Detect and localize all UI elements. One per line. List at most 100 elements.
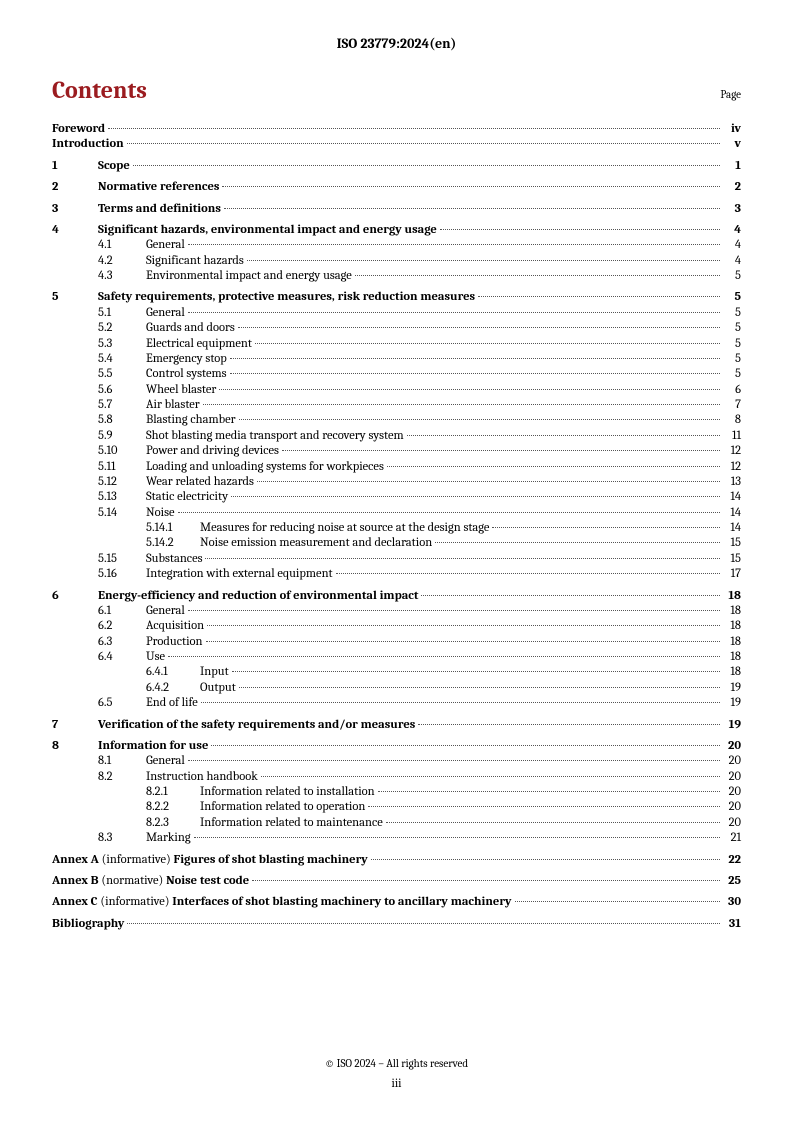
toc-title: Emergency stop bbox=[146, 352, 227, 366]
toc-page: 13 bbox=[723, 475, 741, 489]
toc-subsection-number: 6.2 bbox=[98, 619, 146, 633]
toc-entry: 5.15Substances15 bbox=[52, 552, 741, 566]
toc-page: 5 bbox=[723, 352, 741, 366]
toc-entry: 4.2Significant hazards4 bbox=[52, 254, 741, 268]
toc-title: Noise bbox=[146, 506, 175, 520]
toc-subsection-number: 5.11 bbox=[98, 460, 146, 474]
toc-section-number: 8 bbox=[52, 739, 98, 753]
toc-entry: 6.1General18 bbox=[52, 604, 741, 618]
toc-subsection-number: 8.2 bbox=[98, 770, 146, 784]
toc-title: Integration with external equipment bbox=[146, 567, 333, 581]
toc-title: Use bbox=[146, 650, 165, 664]
toc-title: Foreword bbox=[52, 122, 105, 136]
toc-page: 20 bbox=[723, 800, 741, 814]
toc-entry: 5Safety requirements, protective measure… bbox=[52, 290, 741, 304]
toc-page: 20 bbox=[723, 785, 741, 799]
toc-entry: 5.1General5 bbox=[52, 306, 741, 320]
toc-page: 18 bbox=[723, 619, 741, 633]
toc-title: Information related to operation bbox=[200, 800, 365, 814]
toc-title: Electrical equipment bbox=[146, 337, 252, 351]
toc-entry: 6.4Use18 bbox=[52, 650, 741, 664]
toc-title: Production bbox=[146, 635, 203, 649]
toc-page: 5 bbox=[723, 321, 741, 335]
toc-title: Control systems bbox=[146, 367, 227, 381]
toc-title: Significant hazards bbox=[146, 254, 244, 268]
toc-title: General bbox=[146, 238, 185, 252]
toc-entry: 5.12Wear related hazards 13 bbox=[52, 475, 741, 489]
toc-title: Normative references bbox=[98, 180, 219, 194]
toc-subsection-number: 6.1 bbox=[98, 604, 146, 618]
toc-page: 5 bbox=[723, 337, 741, 351]
toc-subsection-number: 5.3 bbox=[98, 337, 146, 351]
toc-subsection-number: 8.1 bbox=[98, 754, 146, 768]
toc-subsection-number: 5.6 bbox=[98, 383, 146, 397]
toc-page: 14 bbox=[723, 490, 741, 504]
toc-subsection-number: 5.1 bbox=[98, 306, 146, 320]
toc-page: 20 bbox=[723, 770, 741, 784]
toc-entry: 8.2.3Information related to maintenance2… bbox=[52, 816, 741, 830]
toc-title: Terms and definitions bbox=[98, 202, 221, 216]
copyright-text: © ISO 2024 – All rights reserved bbox=[0, 1057, 793, 1070]
toc-entry: 5.10Power and driving devices12 bbox=[52, 444, 741, 458]
toc-entry: 2Normative references2 bbox=[52, 180, 741, 194]
toc-entry: 5.13Static electricity 14 bbox=[52, 490, 741, 504]
toc-subsection-number: 5.4 bbox=[98, 352, 146, 366]
toc-entry: 1Scope1 bbox=[52, 159, 741, 173]
toc-title: Static electricity bbox=[146, 490, 228, 504]
toc-entry: 4.3Environmental impact and energy usage… bbox=[52, 269, 741, 283]
toc-entry: 5.16Integration with external equipment1… bbox=[52, 567, 741, 581]
toc-entry: 5.4Emergency stop 5 bbox=[52, 352, 741, 366]
toc-entry: 5.8Blasting chamber8 bbox=[52, 413, 741, 427]
toc-page: 1 bbox=[723, 159, 741, 173]
page-number: iii bbox=[0, 1076, 793, 1090]
toc-title: General bbox=[146, 754, 185, 768]
toc-title: Guards and doors bbox=[146, 321, 235, 335]
toc-page: 18 bbox=[723, 635, 741, 649]
toc-entry: 6.4.2Output19 bbox=[52, 681, 741, 695]
contents-heading: Contents bbox=[52, 76, 147, 104]
toc-subsubsection-number: 8.2.1 bbox=[146, 785, 200, 799]
toc-entry: 4.1General4 bbox=[52, 238, 741, 252]
toc-section-number: 5 bbox=[52, 290, 98, 304]
toc-subsection-number: 6.5 bbox=[98, 696, 146, 710]
toc-page: 14 bbox=[723, 521, 741, 535]
toc-page: 4 bbox=[723, 238, 741, 252]
toc-page: 30 bbox=[723, 895, 741, 909]
toc-entry: 8.1General 20 bbox=[52, 754, 741, 768]
toc-page: 5 bbox=[723, 269, 741, 283]
toc-title: Wear related hazards bbox=[146, 475, 254, 489]
toc-entry: 5.3Electrical equipment 5 bbox=[52, 337, 741, 351]
toc-page: 14 bbox=[723, 506, 741, 520]
toc-title: Loading and unloading systems for workpi… bbox=[146, 460, 384, 474]
toc-subsection-number: 5.5 bbox=[98, 367, 146, 381]
toc-entry: Introductionv bbox=[52, 137, 741, 151]
toc-subsection-number: 5.13 bbox=[98, 490, 146, 504]
toc-entry: Forewordiv bbox=[52, 122, 741, 136]
toc-entry: Annex A (informative) Figures of shot bl… bbox=[52, 853, 741, 867]
toc-page: 20 bbox=[723, 754, 741, 768]
toc-page: 21 bbox=[723, 831, 741, 845]
toc-page: 3 bbox=[723, 202, 741, 216]
toc-annex-title: Annex A (informative) Figures of shot bl… bbox=[52, 853, 368, 867]
toc-entry: Annex B (normative) Noise test code25 bbox=[52, 874, 741, 888]
toc-page: 19 bbox=[723, 696, 741, 710]
toc-page: 5 bbox=[723, 290, 741, 304]
toc-subsubsection-number: 5.14.1 bbox=[146, 521, 200, 535]
toc-title: Noise emission measurement and declarati… bbox=[200, 536, 432, 550]
toc-section-number: 7 bbox=[52, 718, 98, 732]
toc-entry: 3Terms and definitions3 bbox=[52, 202, 741, 216]
toc-page: 18 bbox=[723, 665, 741, 679]
toc-entry: 6Energy-efficiency and reduction of envi… bbox=[52, 589, 741, 603]
toc-subsection-number: 6.3 bbox=[98, 635, 146, 649]
toc-page: 2 bbox=[723, 180, 741, 194]
toc-page: 15 bbox=[723, 536, 741, 550]
toc-title: Output bbox=[200, 681, 236, 695]
toc-title: Measures for reducing noise at source at… bbox=[200, 521, 489, 535]
toc-subsubsection-number: 5.14.2 bbox=[146, 536, 200, 550]
toc-section-number: 4 bbox=[52, 223, 98, 237]
toc-entry: 5.7Air blaster7 bbox=[52, 398, 741, 412]
toc-title: Information related to maintenance bbox=[200, 816, 383, 830]
toc-subsection-number: 5.12 bbox=[98, 475, 146, 489]
toc-page: 20 bbox=[723, 816, 741, 830]
toc-title: Air blaster bbox=[146, 398, 200, 412]
